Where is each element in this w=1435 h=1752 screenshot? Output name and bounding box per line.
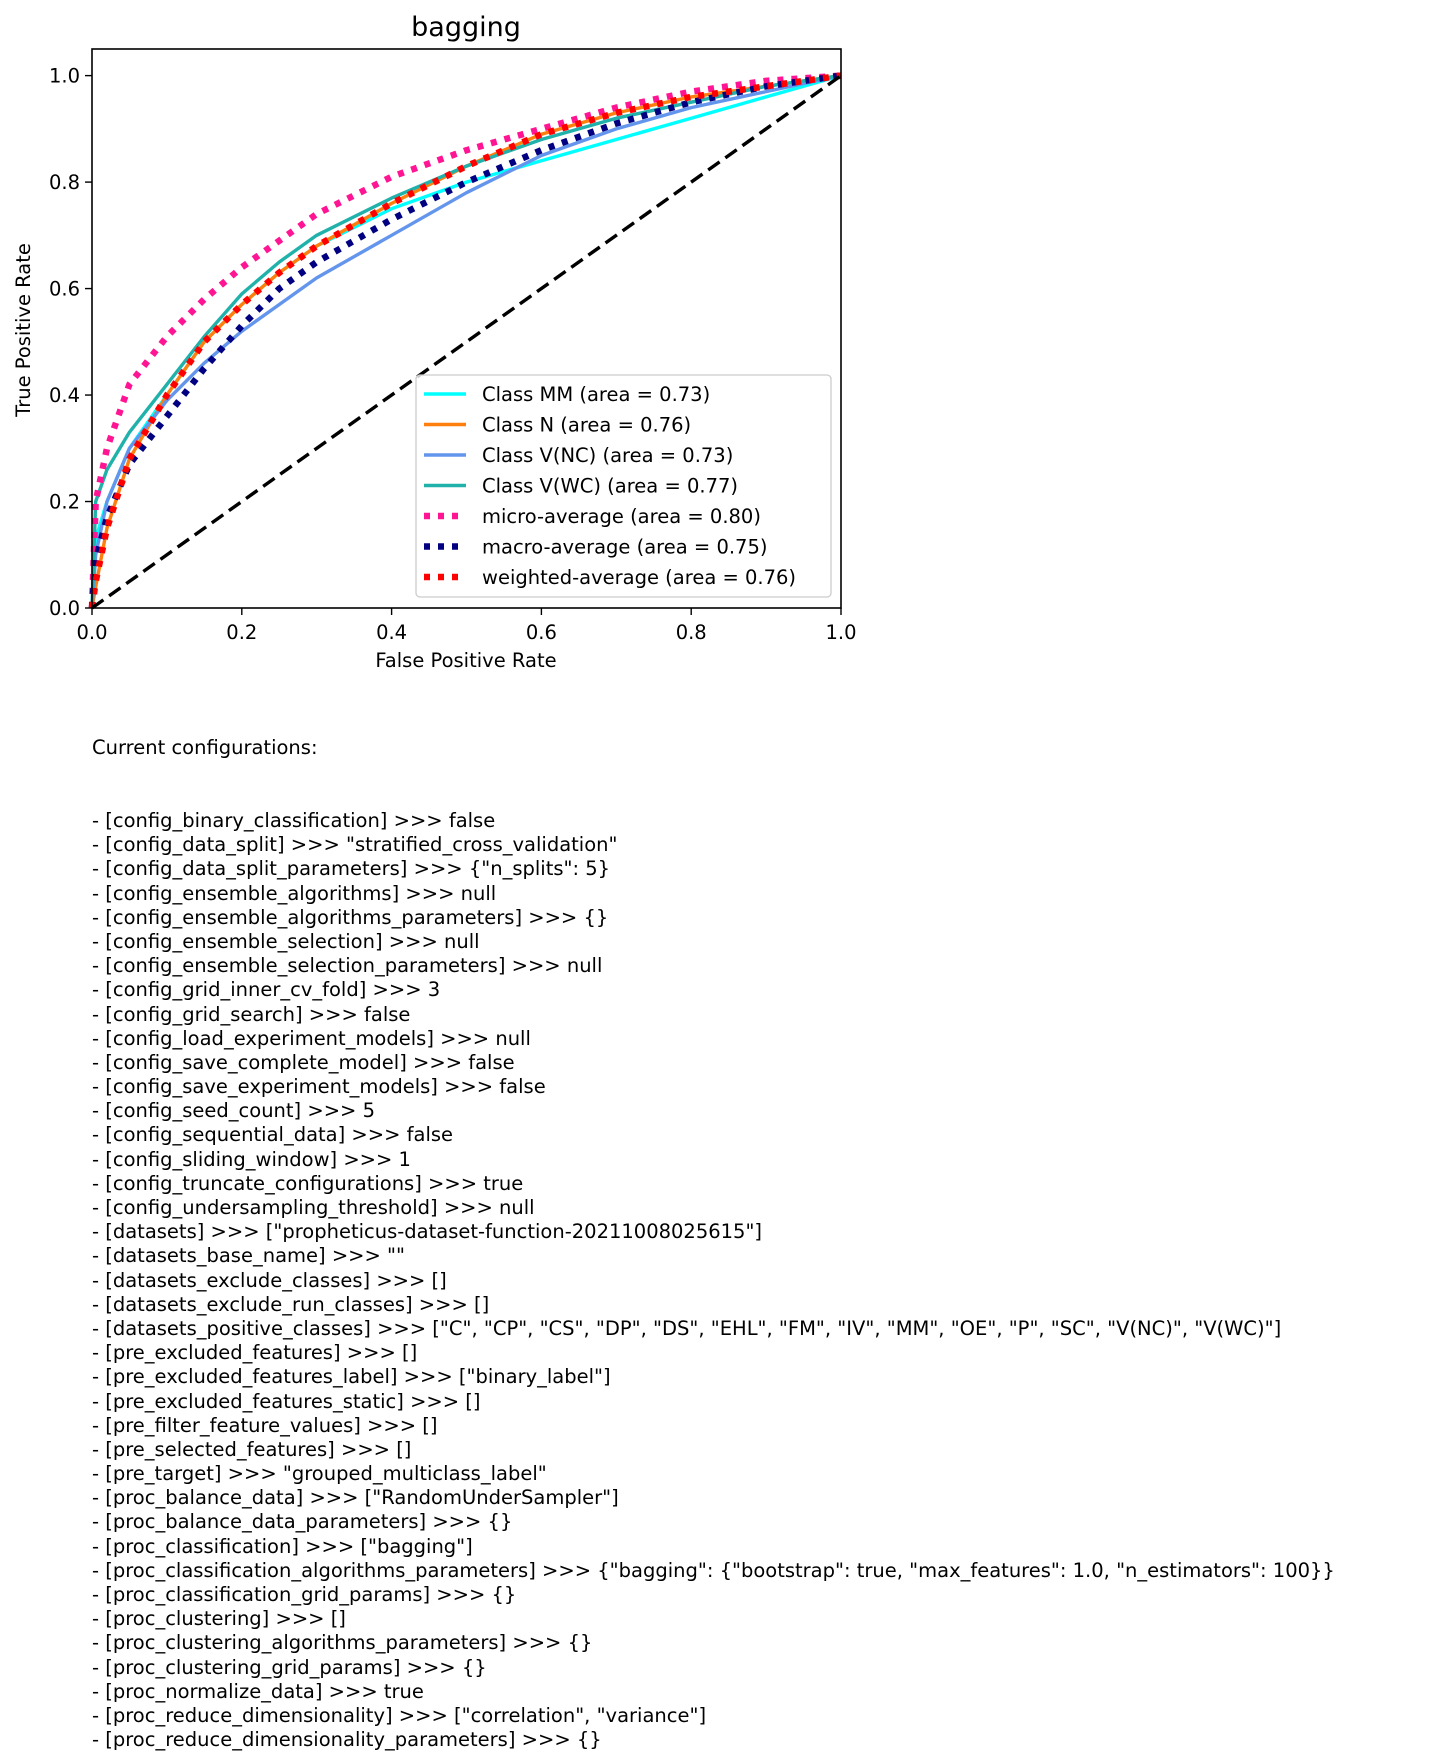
configuration-line: - [proc_reduce_dimensionality_parameters… (92, 1728, 602, 1752)
legend-label: Class MM (area = 0.73) (482, 383, 710, 406)
y-tick-label: 0.4 (49, 384, 80, 407)
configuration-line: - [datasets_base_name] >>> "" (92, 1244, 405, 1268)
configuration-line: - [pre_selected_features] >>> [] (92, 1437, 412, 1461)
configuration-line: - [proc_clustering_algorithms_parameters… (92, 1631, 593, 1655)
configuration-line: - [config_seed_count] >>> 5 (92, 1099, 375, 1123)
configuration-line: - [config_sequential_data] >>> false (92, 1123, 454, 1147)
series-line (88, 72, 842, 609)
legend-label: macro-average (area = 0.75) (482, 536, 767, 559)
legend-box (415, 374, 832, 598)
configuration-line: - [proc_balance_data] >>> ["RandomUnderS… (92, 1486, 619, 1510)
configuration-line: - [pre_excluded_features_static] >>> [] (92, 1389, 481, 1413)
configuration-line: - [datasets] >>> ["propheticus-dataset-f… (92, 1220, 763, 1244)
configuration-line: - [pre_target] >>> "grouped_multiclass_l… (92, 1462, 547, 1486)
chart-title: bagging (411, 12, 521, 43)
configuration-line: - [config_grid_inner_cv_fold] >>> 3 (92, 978, 441, 1002)
configuration-line: - [config_ensemble_algorithms_parameters… (92, 905, 609, 929)
y-axis-label: True Positive Rate (12, 243, 35, 418)
configuration-line: - [pre_excluded_features_label] >>> ["bi… (92, 1365, 611, 1389)
configuration-line: - [proc_normalize_data] >>> true (92, 1679, 424, 1703)
configuration-line: - [proc_classification] >>> ["bagging"] (92, 1534, 473, 1558)
configuration-line: - [datasets_exclude_run_classes] >>> [] (92, 1292, 490, 1316)
y-tick-label: 1.0 (49, 65, 80, 88)
legend-label: weighted-average (area = 0.76) (482, 566, 796, 589)
roc-chart: bagging 0.0 0.2 0.4 0.6 0.8 1.0 0.00.20.40.60… (12, 12, 857, 672)
configuration-line: - [config_data_split_parameters] >>> {"n… (92, 857, 611, 881)
configuration-line: - [pre_excluded_features] >>> [] (92, 1341, 418, 1365)
series-line (90, 73, 842, 609)
chance-line (91, 74, 842, 610)
configuration-line: - [config_undersampling_threshold] >>> n… (92, 1196, 535, 1219)
plot-frame (91, 48, 842, 609)
x-tick-label: 0.6 (526, 621, 557, 644)
configuration-line: - [proc_reduce_dimensionality] >>> ["cor… (92, 1703, 707, 1727)
configuration-line: - [config_sliding_window] >>> 1 (92, 1147, 411, 1171)
configuration-line: - [config_save_experiment_models] >>> fa… (92, 1075, 546, 1099)
configuration-line: - [datasets_exclude_classes] >>> [] (92, 1268, 447, 1292)
configuration-header: Current configurations: (92, 736, 318, 760)
configuration-line: - [config_data_split] >>> "stratified_cr… (92, 833, 618, 857)
legend-label: Class V(WC) (area = 0.77) (482, 475, 738, 498)
x-tick-label: 0.2 (226, 621, 257, 644)
x-axis-label: False Positive Rate (375, 649, 556, 672)
legend-label: Class N (area = 0.76) (482, 414, 691, 437)
y-tick-label: 0.0 (49, 597, 80, 620)
configuration-line: - [datasets_positive_classes] >>> ["C", … (92, 1316, 1282, 1340)
plot-lines (88, 72, 842, 610)
configuration-listing: Current configurations: - [config_binary… (92, 688, 1335, 1751)
configuration-line: - [config_ensemble_selection_parameters]… (92, 954, 603, 978)
configuration-line: - [proc_classification_grid_params] >>> … (92, 1583, 517, 1606)
y-tick-label: 0.8 (49, 171, 80, 194)
series-line (90, 73, 842, 609)
configuration-line: - [config_truncate_configurations] >>> t… (92, 1171, 524, 1195)
series-line (88, 72, 842, 609)
y-axis-ticks: 0.0 0.2 0.4 0.6 0.8 1.0 (49, 65, 92, 620)
x-tick-label: 0.8 (676, 621, 707, 644)
configuration-line: - [config_grid_search] >>> false (92, 1002, 411, 1026)
x-tick-label: 0.4 (376, 621, 407, 644)
configuration-line: - [config_save_complete_model] >>> false (92, 1050, 515, 1074)
configuration-line: - [proc_clustering_grid_params] >>> {} (92, 1655, 487, 1679)
x-axis-ticks: 0.0 0.2 0.4 0.6 0.8 1.0 (76, 608, 857, 644)
x-tick-label: 0.0 (76, 621, 107, 644)
configuration-line: - [pre_filter_feature_values] >>> [] (92, 1413, 438, 1437)
configuration-line: - [proc_clustering] >>> [] (92, 1607, 346, 1631)
y-tick-label: 0.2 (49, 491, 80, 514)
configuration-line: - [config_ensemble_algorithms] >>> null (92, 881, 497, 905)
y-tick-label: 0.6 (49, 278, 80, 301)
configuration-line: - [proc_balance_data_parameters] >>> {} (92, 1510, 513, 1534)
configuration-line: - [proc_classification_algorithms_parame… (92, 1558, 1335, 1582)
configuration-line: - [config_binary_classification] >>> fal… (92, 809, 496, 832)
configuration-line: - [config_load_experiment_models] >>> nu… (92, 1026, 531, 1050)
legend-label: micro-average (area = 0.80) (482, 505, 761, 528)
x-tick-label: 1.0 (825, 621, 856, 644)
legend-label: Class V(NC) (area = 0.73) (482, 444, 733, 467)
legend: Class MM (area = 0.73) Class N (area = 0.… (415, 374, 832, 598)
configuration-line: - [config_ensemble_selection] >>> null (92, 929, 480, 953)
